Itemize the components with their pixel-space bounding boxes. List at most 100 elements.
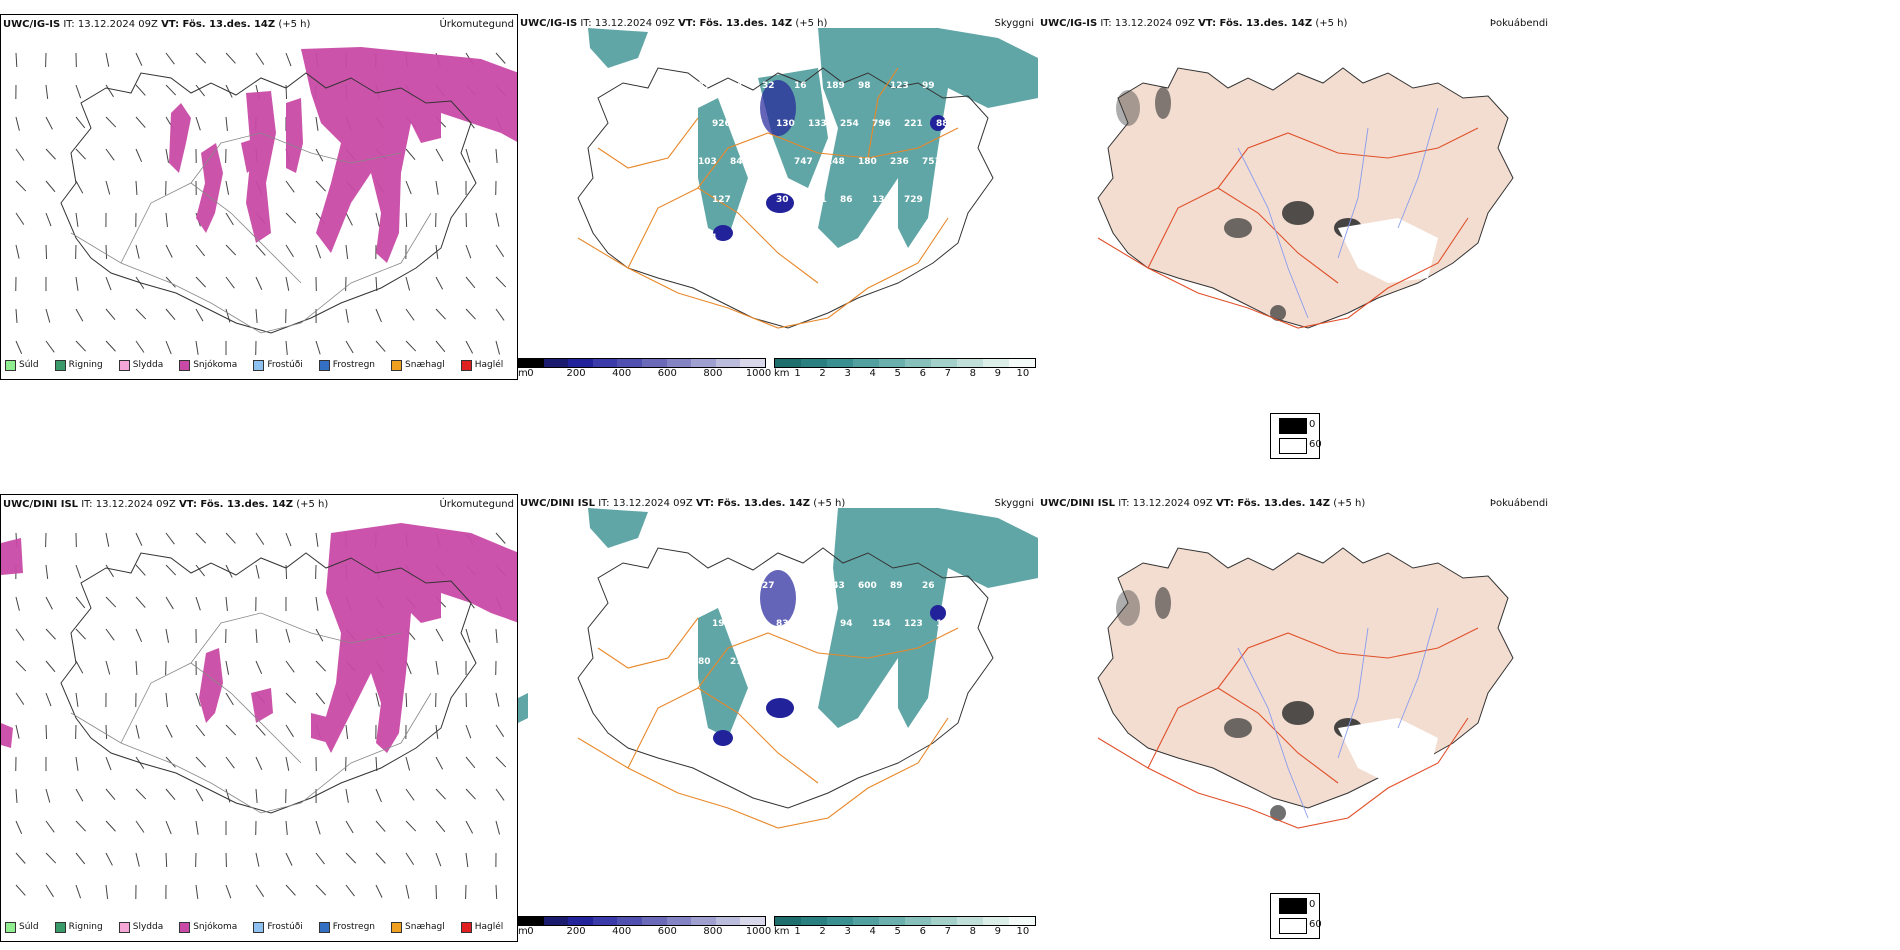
legend-swatch [179, 921, 191, 933]
fog-panel-bottom: UWC/DINI ISL IT: 13.12.2024 09Z VT: Fös.… [1038, 494, 1548, 894]
wind-barb [195, 692, 201, 707]
iceland-outline [60, 72, 477, 334]
colorbar-unit: km [774, 368, 790, 379]
fog-legend-top: 0 60 [1270, 413, 1322, 459]
wind-barb [105, 788, 116, 801]
wind-barb [45, 692, 52, 707]
map-value-label: 18 [730, 581, 743, 591]
wind-barb [285, 52, 292, 67]
wind-barb [435, 276, 444, 290]
panel-title: Þokuábendi [1489, 18, 1548, 29]
wind-barb [285, 660, 295, 673]
colorbar-tick: 8 [969, 926, 977, 937]
wind-barb [105, 596, 117, 608]
wind-barb [105, 52, 110, 67]
snow-areas [169, 47, 517, 263]
wind-barb [465, 308, 476, 320]
colorbar-segment [853, 917, 879, 925]
map-value-label: 133 [808, 119, 827, 129]
precip-map [15, 47, 517, 356]
legend-item-0: Súld [5, 921, 39, 933]
wind-barb [195, 788, 204, 802]
wind-barb [45, 628, 56, 640]
map-value-label: 84 [936, 195, 949, 205]
map-value-label: 729 [904, 195, 923, 205]
colorbar-km-bar [774, 916, 1036, 926]
legend-swatch [391, 921, 403, 933]
panel-header: UWC/IG-IS IT: 13.12.2024 09Z VT: Fös. 13… [520, 18, 828, 29]
wind-barb [405, 692, 408, 708]
colorbar-segment [641, 359, 667, 367]
fog-label-60: 60 [1309, 439, 1322, 450]
wind-barb [15, 596, 20, 611]
wind-barb [225, 276, 235, 289]
colorbar-m: m 0 200 400 600 800 1000 [518, 916, 771, 938]
wind-barb [75, 84, 82, 99]
wind-barb [285, 276, 290, 291]
colorbar-segment [617, 917, 642, 925]
colorbar-segment [905, 359, 931, 367]
wind-barb [135, 52, 143, 66]
colorbar-tick: 9 [994, 368, 1002, 379]
colorbar-m-ticks: m 0 200 400 600 800 1000 [518, 926, 771, 938]
road-network [577, 617, 959, 829]
legend-label: Frostregn [332, 922, 376, 932]
wind-barb [495, 244, 505, 257]
legend-item-5: Frostregn [318, 921, 376, 933]
wind-barb [255, 884, 265, 897]
legend-item-1: Rigning [54, 921, 103, 933]
wind-barb [495, 724, 505, 737]
precip-map [1, 523, 517, 900]
colorbar-segment [641, 917, 667, 925]
wind-barb [495, 148, 498, 163]
map-value-label: 83 [776, 619, 789, 629]
colorbar-tick: 5 [894, 926, 901, 937]
colorbar-tick: 600 [657, 926, 677, 937]
wind-barb [405, 756, 411, 771]
wind-barb [495, 212, 500, 227]
wind-barb [225, 884, 232, 899]
map-value-label: 14 [730, 81, 743, 91]
map-value-label: 130 [776, 119, 795, 129]
wind-barb [105, 340, 116, 352]
colorbar-tick: 1 [794, 368, 801, 379]
rivers [1237, 107, 1439, 319]
map-value-label: 221 [904, 119, 923, 129]
legend-swatch [318, 921, 330, 933]
road-network [70, 132, 432, 334]
legend-item-6: Snæhagl [391, 359, 445, 371]
legend-item-7: Haglél [460, 359, 503, 371]
wind-barb [255, 724, 266, 736]
colorbar-m-bar [518, 916, 766, 926]
wind-barb [15, 52, 18, 68]
wind-barb [165, 756, 176, 768]
fog-swatch-black [1279, 898, 1307, 914]
wind-barb [75, 852, 86, 865]
wind-barb [75, 564, 82, 579]
map-value-label: 75 [744, 195, 757, 205]
wind-barb [195, 596, 201, 611]
glacier-white [1338, 718, 1438, 783]
colorbar-segment [715, 917, 741, 925]
map-value-label: 127 [936, 619, 955, 629]
map-value-label: 123 [904, 619, 923, 629]
wind-barb [345, 852, 357, 864]
wind-barb [495, 628, 498, 643]
colorbar-tick: 600 [657, 368, 677, 379]
wind-barb [375, 820, 386, 832]
wind-barb [195, 756, 207, 768]
map-value-label: 236 [890, 157, 909, 167]
glacier-white [1338, 218, 1438, 283]
wind-barb [375, 852, 386, 864]
wind-barb [345, 820, 354, 834]
wind-barb [45, 84, 49, 99]
wind-barb [405, 660, 412, 675]
fog-map [1097, 67, 1514, 329]
wind-barb [195, 532, 207, 544]
wind-barb [435, 820, 446, 833]
wind-barb [105, 884, 109, 899]
wind-barb [375, 884, 383, 898]
colorbar-segment [568, 359, 593, 367]
wind-barb [165, 244, 173, 258]
wind-barb [15, 884, 26, 896]
